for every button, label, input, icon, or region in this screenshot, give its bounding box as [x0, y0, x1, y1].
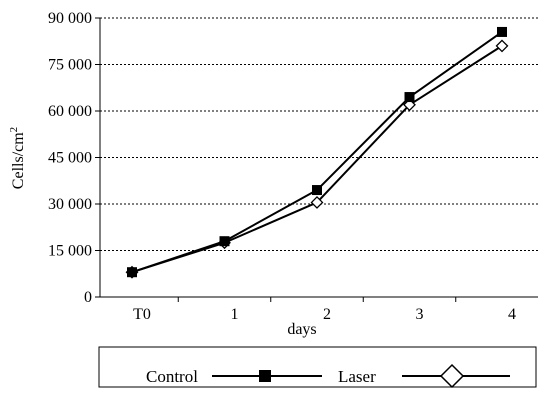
- y-tick-label-5: 75 000: [48, 57, 92, 74]
- legend: Control Laser: [98, 346, 537, 389]
- x-tick-labels: T0 1 2 3 4: [133, 306, 516, 323]
- y-tick-label-1: 15 000: [48, 243, 92, 260]
- data-point-control-1: [219, 236, 230, 247]
- legend-label-control: Control: [146, 367, 198, 386]
- y-tick-label-3: 45 000: [48, 150, 92, 167]
- series-group: [125, 26, 509, 279]
- y-tick-label-2: 30 000: [48, 196, 92, 213]
- legend-marker-laser: [439, 363, 465, 389]
- legend-marker-control: [259, 370, 271, 382]
- x-tick-label-0: T0: [133, 306, 151, 323]
- data-point-control-2: [312, 185, 322, 196]
- data-point-laser-4: [495, 39, 509, 53]
- y-axis-label-superscript: 2: [8, 127, 20, 133]
- data-point-control-0: [127, 267, 137, 278]
- axes: [95, 17, 538, 302]
- data-point-laser-2: [310, 196, 324, 209]
- x-tick-label-4: 4: [508, 306, 516, 323]
- series-line-laser: [131, 45, 503, 274]
- data-point-control-3: [404, 92, 415, 103]
- y-tick-label-6: 90 000: [48, 10, 92, 27]
- y-tick-labels: 0 15 000 30 000 45 000 60 000 75 000 90 000: [48, 10, 92, 306]
- x-tick-label-2: 2: [323, 306, 331, 323]
- legend-box: [98, 346, 537, 388]
- x-tick-label-3: 3: [416, 306, 424, 323]
- series-line-control: [131, 31, 503, 274]
- legend-label-laser: Laser: [338, 367, 376, 386]
- x-axis-label: days: [287, 321, 316, 338]
- y-tick-label-0: 0: [84, 289, 92, 306]
- y-axis-label: Cells/cm2: [8, 127, 27, 189]
- y-tick-label-4: 60 000: [48, 103, 92, 120]
- grid-lines: [100, 17, 538, 251]
- x-tick-label-1: 1: [231, 306, 239, 323]
- data-point-control-4: [497, 26, 507, 37]
